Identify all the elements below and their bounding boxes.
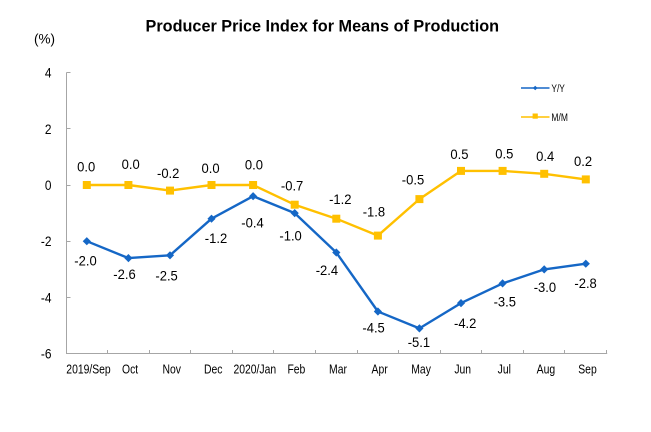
svg-text:-3.0: -3.0: [534, 279, 557, 295]
svg-text:0: 0: [45, 177, 52, 193]
svg-text:-0.5: -0.5: [402, 171, 425, 187]
svg-text:Oct: Oct: [122, 362, 139, 376]
svg-text:-3.5: -3.5: [494, 293, 517, 309]
svg-text:Feb: Feb: [287, 362, 305, 376]
svg-text:-0.7: -0.7: [281, 177, 304, 193]
svg-text:-1.2: -1.2: [329, 191, 352, 207]
svg-text:-5.1: -5.1: [408, 334, 431, 350]
svg-text:0.0: 0.0: [122, 156, 140, 172]
svg-text:-1.2: -1.2: [205, 230, 228, 246]
svg-text:-2.8: -2.8: [574, 275, 597, 291]
svg-text:-6: -6: [41, 346, 52, 362]
svg-text:-4.2: -4.2: [454, 315, 477, 331]
svg-text:-4.5: -4.5: [362, 319, 385, 335]
svg-text:2019/Sep: 2019/Sep: [66, 362, 110, 376]
svg-text:0.0: 0.0: [245, 157, 263, 173]
svg-text:-1.0: -1.0: [279, 227, 302, 243]
svg-text:0.2: 0.2: [574, 153, 592, 169]
svg-text:Y/Y: Y/Y: [551, 83, 565, 95]
svg-text:-0.4: -0.4: [241, 214, 264, 230]
svg-text:Dec: Dec: [204, 362, 223, 376]
svg-text:-4: -4: [41, 290, 52, 306]
svg-text:2: 2: [45, 121, 52, 137]
svg-text:-2.5: -2.5: [155, 267, 178, 283]
svg-text:4: 4: [45, 65, 52, 81]
svg-text:Sep: Sep: [578, 362, 597, 376]
svg-text:Producer Price Index for Means: Producer Price Index for Means of Produc…: [146, 17, 500, 36]
svg-text:0.5: 0.5: [450, 146, 468, 162]
svg-text:0.0: 0.0: [202, 160, 220, 176]
svg-text:0.5: 0.5: [495, 145, 513, 161]
svg-text:(%): (%): [34, 31, 55, 47]
svg-text:Nov: Nov: [162, 362, 181, 376]
svg-text:Mar: Mar: [329, 362, 347, 376]
svg-text:-2.0: -2.0: [74, 253, 97, 269]
svg-text:0.4: 0.4: [536, 148, 554, 164]
svg-text:Jul: Jul: [498, 362, 511, 376]
svg-text:M/M: M/M: [551, 112, 568, 124]
svg-text:-2.4: -2.4: [316, 262, 339, 278]
svg-text:Aug: Aug: [537, 362, 556, 376]
svg-text:-2: -2: [41, 233, 52, 249]
svg-text:-0.2: -0.2: [157, 165, 180, 181]
svg-text:Apr: Apr: [372, 362, 388, 376]
svg-text:0.0: 0.0: [77, 158, 95, 174]
svg-text:Jun: Jun: [454, 362, 471, 376]
svg-text:2020/Jan: 2020/Jan: [233, 362, 276, 376]
svg-text:-2.6: -2.6: [113, 266, 136, 282]
svg-text:-1.8: -1.8: [363, 203, 386, 219]
svg-text:May: May: [411, 362, 431, 376]
